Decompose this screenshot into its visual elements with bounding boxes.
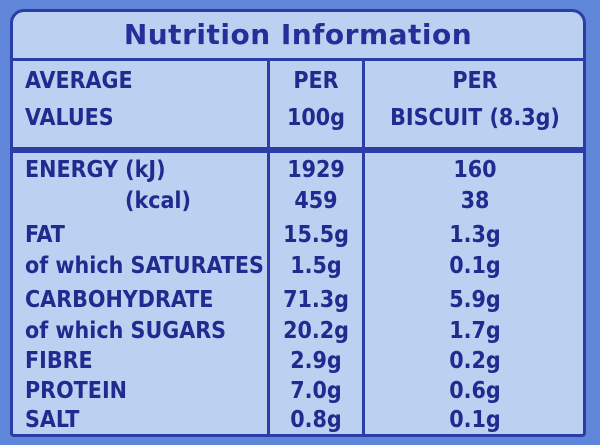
row-perbiscuit-fat: 1.3g [449, 222, 501, 248]
row-per100-saturates: 1.5g [290, 253, 342, 279]
row-per100-fibre: 2.9g [290, 348, 342, 374]
row-label-energy-kcal: (kcal) [125, 188, 191, 214]
header-per-biscuit-line1: PER [452, 68, 498, 94]
header-values: VALUES [25, 105, 114, 131]
row-perbiscuit-energy-kj: 160 [453, 157, 497, 183]
header-average: AVERAGE [25, 68, 133, 94]
row-per100-energy-kj: 1929 [287, 157, 345, 183]
row-label-energy-kj: ENERGY (kJ) [25, 157, 166, 183]
row-label-fibre: FIBRE [25, 348, 93, 374]
nutrition-title: Nutrition Information [123, 18, 473, 51]
row-label-protein: PROTEIN [25, 378, 127, 404]
row-perbiscuit-energy-kcal: 38 [460, 188, 490, 214]
column-divider-1 [267, 58, 270, 434]
row-label-sugars: of which SUGARS [25, 318, 227, 344]
row-per100-energy-kcal: 459 [294, 188, 338, 214]
row-per100-sugars: 20.2g [283, 318, 349, 344]
header-per-100-line2: 100g [286, 105, 345, 131]
row-perbiscuit-sugars: 1.7g [449, 318, 501, 344]
header-per-biscuit-line2: BISCUIT (8.3g) [390, 105, 560, 131]
row-per100-salt: 0.8g [290, 407, 342, 433]
row-perbiscuit-protein: 0.6g [449, 378, 501, 404]
nutrition-panel: Nutrition Information AVERAGE VALUES PER… [10, 9, 586, 437]
row-label-fat: FAT [25, 222, 65, 248]
row-perbiscuit-saturates: 0.1g [449, 253, 501, 279]
title-divider [13, 58, 583, 61]
row-perbiscuit-fibre: 0.2g [449, 348, 501, 374]
header-per-100-line1: PER [293, 68, 339, 94]
row-label-carbohydrate: CARBOHYDRATE [25, 287, 214, 313]
column-divider-2 [362, 58, 365, 434]
row-per100-carbohydrate: 71.3g [283, 287, 349, 313]
row-label-salt: SALT [25, 407, 80, 433]
row-per100-protein: 7.0g [290, 378, 342, 404]
header-divider [13, 147, 583, 153]
row-perbiscuit-carbohydrate: 5.9g [449, 287, 501, 313]
row-label-saturates: of which SATURATES [25, 253, 264, 279]
row-per100-fat: 15.5g [283, 222, 349, 248]
row-perbiscuit-salt: 0.1g [449, 407, 501, 433]
